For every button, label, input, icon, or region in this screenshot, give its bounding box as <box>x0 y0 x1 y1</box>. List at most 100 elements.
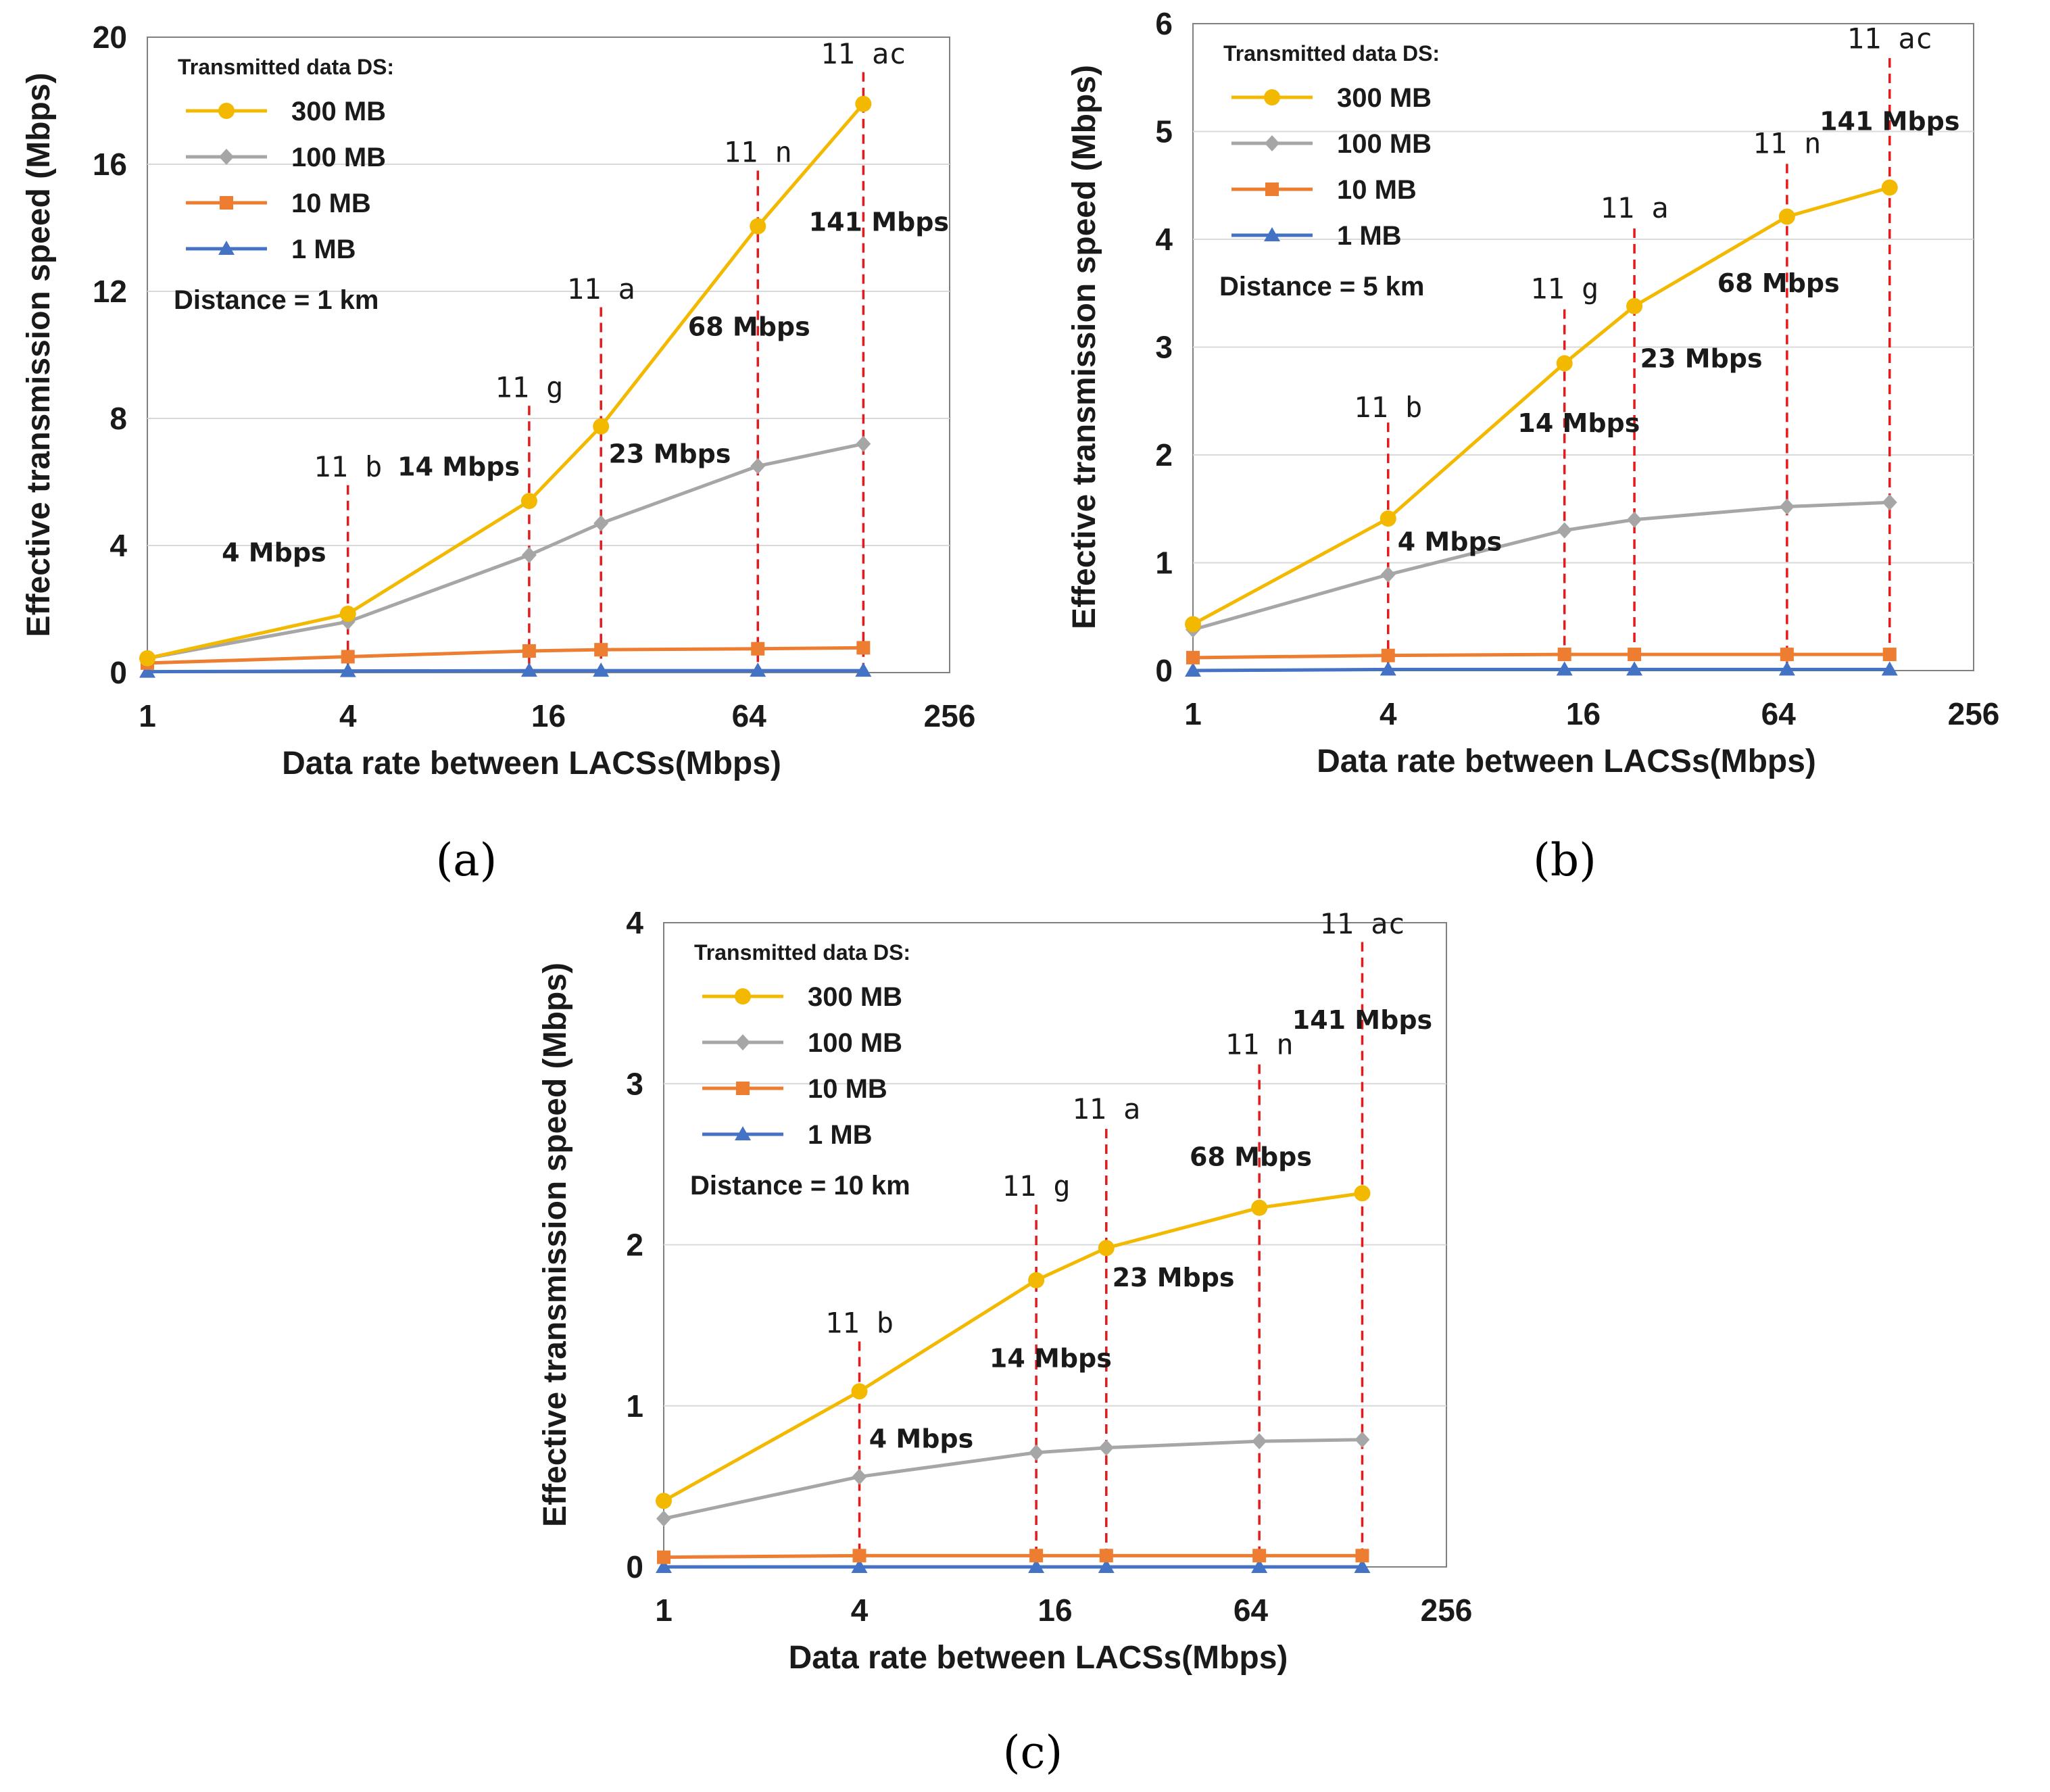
data-point-1-MB <box>855 662 872 677</box>
data-point-300-MB <box>1251 1199 1268 1216</box>
standard-label: 11 g <box>1530 272 1598 306</box>
legend-entry-1-MB: 1 MB <box>702 1120 873 1150</box>
rate-label: 4 Mbps <box>869 1424 974 1453</box>
plot-area <box>147 37 950 673</box>
x-tick-label: 4 <box>851 1593 869 1628</box>
y-tick-label: 0 <box>626 1549 643 1584</box>
data-point-100-MB <box>1252 1433 1267 1450</box>
rate-label: 23 Mbps <box>1113 1263 1235 1292</box>
standard-label: 11 g <box>1002 1169 1071 1203</box>
x-axis-title: Data rate between LACSs(Mbps) <box>1317 744 1816 779</box>
data-point-300-MB <box>339 606 356 623</box>
data-point-300-MB <box>1778 208 1795 225</box>
data-point-10-MB <box>594 643 608 657</box>
series-line-300-MB <box>1192 186 1890 626</box>
data-point-10-MB <box>1252 1549 1267 1563</box>
series-line-100-MB <box>147 442 864 660</box>
standard-label: 11 a <box>1601 191 1669 224</box>
y-axis-title: Effective transmission speed (Mbps) <box>1067 65 1102 629</box>
data-point-10-MB <box>1029 1549 1044 1563</box>
legend-label: 10 MB <box>808 1074 887 1104</box>
series-line-1-MB <box>1192 667 1890 673</box>
legend-label: 100 MB <box>1337 129 1432 159</box>
standard-label: 11 ac <box>1319 907 1405 940</box>
series-line-300-MB <box>147 103 865 660</box>
standard-label: 11 n <box>1753 126 1821 160</box>
rate-label: 14 Mbps <box>397 452 520 482</box>
series-line-100-MB <box>663 1438 1363 1520</box>
data-point-300-MB <box>1028 1272 1045 1288</box>
rate-label: 4 Mbps <box>222 537 326 567</box>
standard-label: 11 b <box>314 450 382 483</box>
data-point-10-MB <box>1355 1549 1369 1563</box>
data-point-100-MB <box>1882 494 1897 511</box>
legend-swatch-marker <box>735 1126 751 1140</box>
x-tick-label: 64 <box>1234 1593 1269 1628</box>
data-point-1-MB <box>1251 1559 1268 1573</box>
data-point-300-MB <box>520 493 537 510</box>
y-tick-label: 4 <box>626 905 643 940</box>
data-point-100-MB <box>593 515 609 532</box>
x-tick-label: 1 <box>1184 696 1202 731</box>
standard-label: 11 ac <box>1847 22 1932 55</box>
data-point-10-MB <box>1628 648 1642 662</box>
legend-swatch-marker <box>736 1082 750 1095</box>
legend-label: 10 MB <box>1337 175 1417 205</box>
y-tick-label: 4 <box>109 528 127 563</box>
legend-swatch-marker <box>218 103 235 119</box>
panel-caption: (c) <box>1003 1726 1063 1778</box>
data-point-100-MB <box>1557 522 1572 539</box>
x-tick-label: 16 <box>531 698 566 733</box>
rate-label: 141 Mbps <box>1820 107 1959 137</box>
data-point-300-MB <box>139 650 155 667</box>
legend-swatch-marker <box>1264 227 1280 241</box>
standard-label: 11 a <box>567 272 635 306</box>
standard-label: 11 b <box>825 1307 894 1340</box>
data-point-10-MB <box>1099 1549 1113 1563</box>
y-tick-label: 2 <box>1155 437 1173 473</box>
data-point-300-MB <box>855 95 872 112</box>
data-point-1-MB <box>1881 661 1898 676</box>
legend-label: 300 MB <box>808 982 902 1012</box>
panel-caption: (b) <box>1533 834 1596 886</box>
legend-swatch-marker <box>220 196 233 210</box>
series-line-100-MB <box>1192 500 1890 631</box>
rate-label: 23 Mbps <box>1640 343 1763 373</box>
data-point-10-MB <box>522 644 536 658</box>
data-point-1-MB <box>520 662 537 677</box>
rate-label: 4 Mbps <box>1398 527 1503 557</box>
rate-label: 68 Mbps <box>1190 1142 1312 1171</box>
legend-entry-100-MB: 100 MB <box>186 143 386 172</box>
data-point-100-MB <box>1355 1431 1370 1448</box>
standard-label: 11 b <box>1354 391 1422 424</box>
data-point-1-MB <box>593 662 610 677</box>
y-tick-label: 12 <box>93 274 127 309</box>
rate-label: 68 Mbps <box>688 312 810 342</box>
x-tick-label: 64 <box>1761 696 1797 731</box>
data-point-10-MB <box>341 650 355 664</box>
x-axis-title: Data rate between LACSs(Mbps) <box>282 746 781 781</box>
data-point-100-MB <box>1380 566 1396 583</box>
y-tick-label: 6 <box>1155 6 1173 41</box>
distance-label: Distance = 10 km <box>690 1171 910 1201</box>
x-tick-label: 16 <box>1566 696 1601 731</box>
legend-swatch-marker <box>1264 89 1280 105</box>
y-tick-label: 16 <box>93 147 127 182</box>
legend-swatch-marker <box>735 988 751 1004</box>
data-point-10-MB <box>856 641 871 655</box>
x-tick-label: 4 <box>339 698 357 733</box>
legend-title: Transmitted data DS: <box>178 55 394 79</box>
data-point-300-MB <box>851 1383 868 1400</box>
y-axis-title: Effective transmission speed (Mbps) <box>21 73 57 637</box>
data-point-1-MB <box>656 1559 672 1573</box>
legend-entry-10-MB: 10 MB <box>186 189 371 218</box>
legend-entry-1-MB: 1 MB <box>186 235 356 264</box>
series-line-10-MB <box>1192 652 1890 660</box>
y-tick-label: 4 <box>1155 222 1173 257</box>
legend-entry-10-MB: 10 MB <box>1231 175 1417 205</box>
y-tick-label: 8 <box>109 401 127 436</box>
rate-label: 23 Mbps <box>608 439 731 469</box>
data-point-1-MB <box>1778 661 1795 676</box>
